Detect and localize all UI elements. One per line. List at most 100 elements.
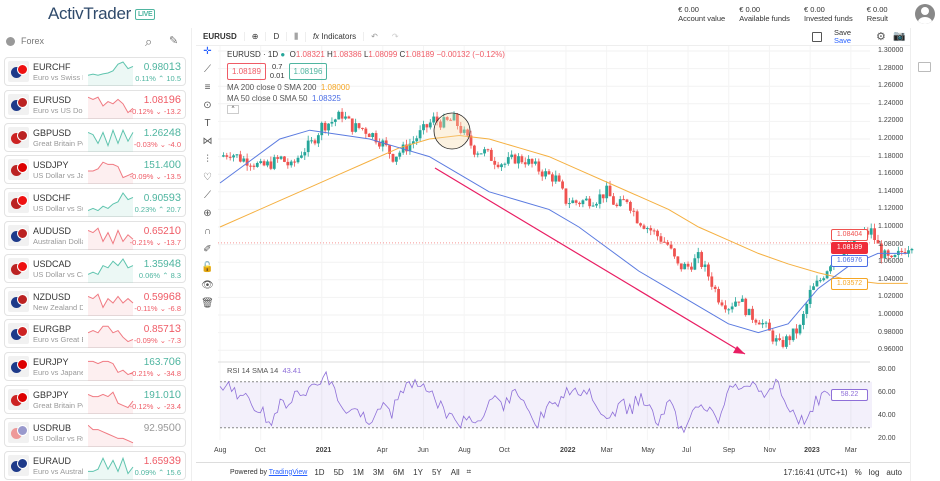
ruler-icon[interactable]: ⟋ [204, 190, 211, 201]
date-range-icon[interactable]: ⌗ [466, 467, 472, 476]
lock-drawing-icon[interactable]: ✐ [203, 244, 212, 255]
ma200-value: 1.08000 [320, 83, 350, 92]
candle-body [371, 133, 375, 138]
watchlist-item[interactable]: EURCHF Euro vs Swiss Franc 0.98013 0.11%… [4, 57, 186, 86]
price-main: 1.359 [143, 258, 169, 270]
trendline-icon[interactable]: ⟋ [204, 64, 211, 75]
settings-icon[interactable]: ⚙ [876, 31, 886, 43]
price-main: 1.081 [143, 94, 169, 106]
watchlist-item[interactable]: USDRUB US Dollar vs Russian Ruble 92.950… [4, 417, 186, 447]
text-icon[interactable]: T [204, 118, 211, 129]
undo-icon[interactable]: ↶ [371, 32, 378, 41]
sparkline [88, 96, 134, 119]
candle-body [472, 145, 476, 155]
range-3m[interactable]: 3M [372, 467, 385, 477]
price: 1.26248 [144, 127, 181, 139]
pattern-icon[interactable]: ⋈ [202, 136, 213, 147]
candle-body [354, 123, 358, 132]
stat-label: Result [866, 14, 888, 23]
watchlist-item[interactable]: EURGBP Euro vs Great Britain Pound 0.857… [4, 319, 186, 349]
low-value: 1.08099 [368, 50, 398, 59]
edit-icon[interactable]: ✎ [169, 35, 179, 47]
zoom-icon[interactable]: ⊕ [203, 208, 212, 219]
y-tick: 1.06000 [878, 258, 904, 266]
change: -0.03% ⌄ -4.0 [133, 139, 181, 149]
candle-body [483, 149, 486, 154]
chart-title: EURUSD · 1D [227, 50, 279, 59]
watchlist-item[interactable]: USDCHF US Dollar vs Swiss Franc 0.90593 … [4, 188, 186, 218]
watchlist-item[interactable]: EURAUD Euro vs Australian Dollar 1.65939… [4, 450, 186, 480]
candle-body [628, 201, 632, 211]
candle-body [259, 161, 263, 163]
range-5y[interactable]: 5Y [431, 467, 442, 477]
candle-body [795, 328, 798, 334]
change-percent: 0.23% [134, 205, 156, 215]
log-toggle[interactable]: log [868, 467, 880, 477]
add-symbol-icon[interactable]: ⊕ [245, 32, 267, 41]
indicators-button[interactable]: fx Indicators [306, 32, 365, 41]
change-value: −0.00132 (−0.12%) [436, 50, 505, 59]
range-all[interactable]: All [450, 467, 460, 477]
watchlist-item[interactable]: EURJPY Euro vs Japanese Yen 163.706 -0.2… [4, 352, 186, 382]
heart-icon[interactable]: ♡ [203, 172, 212, 183]
fib-icon[interactable]: ≡ [204, 82, 211, 93]
candle-body [754, 319, 758, 323]
collapse-legend-button[interactable]: ^ [227, 105, 239, 114]
candle-body [337, 111, 341, 120]
range-1y[interactable]: 1Y [413, 467, 423, 477]
x-tick: Mar [600, 447, 613, 454]
price: 0.59968 [144, 291, 181, 303]
mail-icon[interactable] [918, 62, 931, 72]
watchlist-item[interactable]: GBPUSD Great Britain Pound vs US Dollar … [4, 122, 186, 152]
watchlist-item[interactable]: USDCAD US Dollar vs Canadian Dollar 1.35… [4, 253, 186, 283]
eye-icon[interactable]: 👁 [201, 280, 214, 291]
layout-icon[interactable] [812, 32, 822, 42]
redo-icon[interactable]: ↷ [391, 32, 399, 41]
watchlist-item[interactable]: GBPJPY Great Britain Pound vs Japanese Y… [4, 385, 186, 414]
save-button[interactable]: Save Save [834, 29, 851, 45]
range-1m[interactable]: 1M [352, 467, 364, 477]
interval-button[interactable]: D [266, 32, 288, 41]
sell-button[interactable]: 1.08189 [227, 62, 266, 80]
forecast-icon[interactable]: ⫶ [206, 154, 209, 165]
candle-body [876, 240, 880, 244]
search-icon[interactable]: ⌕ [145, 34, 153, 49]
buy-button[interactable]: 1.08196 [288, 62, 328, 80]
y-tick: 1.30000 [878, 47, 904, 54]
candle-body [378, 142, 381, 147]
price-pips: 93 [168, 192, 181, 205]
watchlist-item[interactable]: EURUSD Euro vs US Dollar 1.08196 -0.12% … [4, 89, 186, 119]
camera-icon[interactable]: 📷 [893, 31, 906, 42]
tradingview-link[interactable]: TradingView [268, 468, 308, 476]
candle-body [907, 250, 910, 254]
powered-label: Powered by [230, 468, 267, 476]
watchlist-item[interactable]: USDJPY US Dollar vs Japanese Yen 151.400… [4, 155, 186, 185]
crosshair-icon[interactable]: ✛ [203, 46, 212, 57]
candle-body [883, 250, 887, 259]
brush-icon[interactable]: ⊙ [203, 100, 212, 111]
symbol-description: Australian Dollar vs US Dollar [33, 237, 83, 246]
auto-toggle[interactable]: auto [886, 467, 902, 477]
watchlist-item[interactable]: NZDUSD New Zealand Dollar vs US Dollar 0… [4, 286, 186, 316]
range-6m[interactable]: 6M [393, 467, 405, 477]
currency-flags-icon [8, 225, 29, 246]
candle-body [625, 199, 629, 202]
trash-icon[interactable]: 🗑 [201, 298, 214, 309]
candles-icon[interactable]: ⫼ [287, 31, 306, 42]
lock-icon[interactable]: 🔓 [201, 262, 214, 273]
candle-body [466, 129, 469, 136]
candle-body [459, 125, 463, 133]
symbol-button[interactable]: EURUSD [196, 32, 245, 41]
candle-body [289, 161, 293, 166]
candle-body [540, 171, 544, 177]
percent-toggle[interactable]: % [854, 467, 862, 477]
range-1d[interactable]: 1D [314, 467, 325, 477]
candle-body [367, 133, 371, 138]
price-main: 0.599 [143, 291, 169, 303]
symbol: EURUSD [33, 94, 72, 105]
magnet-icon[interactable]: ∩ [203, 226, 212, 237]
watchlist-item[interactable]: AUDUSD Australian Dollar vs US Dollar 0.… [4, 221, 186, 250]
avatar[interactable] [915, 4, 935, 24]
range-5d[interactable]: 5D [333, 467, 344, 477]
